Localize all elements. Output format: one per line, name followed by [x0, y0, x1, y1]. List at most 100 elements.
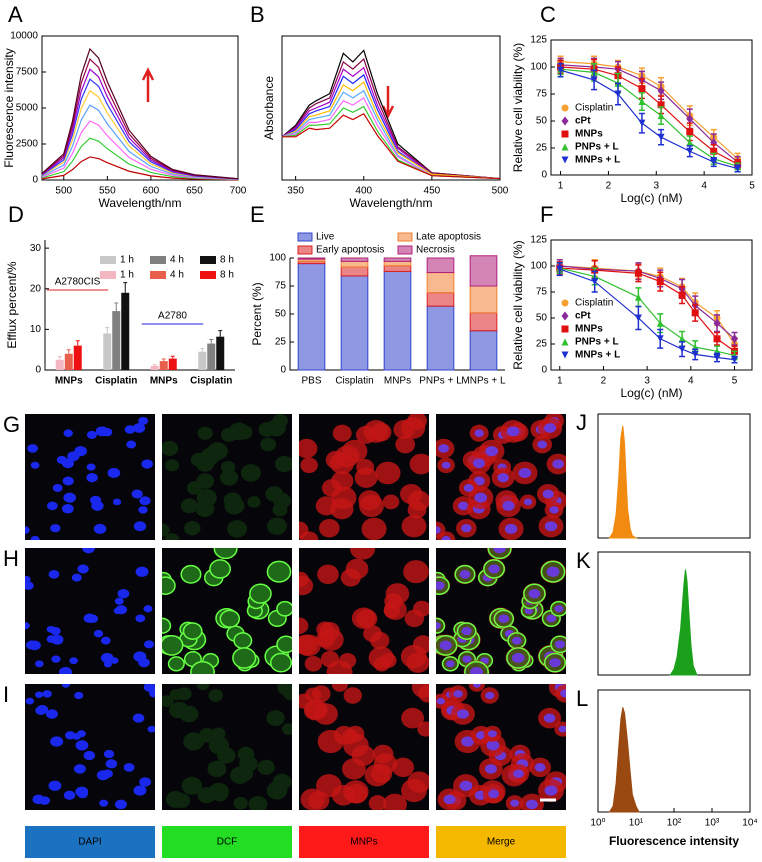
nucleus — [474, 429, 484, 438]
legend-label: cPt — [575, 116, 591, 127]
nucleus — [458, 501, 469, 511]
nucleus — [86, 463, 96, 471]
nucleus — [486, 740, 500, 751]
x-tick-label: 400 — [355, 186, 372, 197]
error-bar — [105, 326, 110, 334]
panel-letter: L — [576, 686, 588, 711]
legend-label: MNPs — [575, 129, 603, 140]
marker — [686, 114, 694, 124]
marker — [591, 278, 599, 286]
cell — [330, 452, 354, 475]
bar-segment — [426, 272, 455, 294]
nucleus — [456, 709, 469, 719]
nucleus — [549, 658, 561, 668]
cell — [162, 576, 176, 595]
nucleus — [443, 794, 456, 805]
y-tick-label: 25 — [275, 337, 287, 348]
cell — [207, 442, 228, 461]
bar-segment — [297, 257, 326, 260]
cell — [165, 790, 186, 808]
cell — [401, 707, 425, 729]
nucleus — [114, 597, 124, 605]
nucleus — [74, 764, 86, 774]
nucleus — [74, 691, 84, 700]
bar — [150, 365, 159, 370]
cell — [282, 723, 292, 735]
marker — [657, 133, 665, 141]
marker — [614, 90, 622, 98]
cell — [219, 469, 239, 486]
nucleus — [549, 506, 559, 514]
x-axis-label: Fluorescence intensity — [609, 834, 739, 848]
cell — [233, 632, 253, 650]
spectrum-line — [281, 97, 501, 180]
bar — [121, 292, 130, 370]
nucleus — [546, 614, 557, 623]
y-tick-label: 125 — [530, 235, 547, 246]
marker — [657, 112, 665, 120]
error-bar — [209, 339, 214, 344]
panel-letter: J — [576, 410, 587, 435]
nucleus — [436, 697, 446, 705]
nucleus — [35, 660, 44, 668]
bar-segment — [383, 270, 412, 371]
nucleus — [76, 730, 86, 738]
plot-frame — [550, 239, 753, 371]
nucleus — [523, 498, 533, 506]
nucleus — [27, 444, 39, 453]
nucleus — [47, 501, 58, 511]
cell — [395, 435, 416, 454]
nucleus — [542, 489, 554, 499]
marker — [561, 116, 569, 126]
y-tick-label: 0 — [35, 365, 41, 376]
marker — [678, 291, 686, 299]
cell — [196, 488, 217, 507]
cell — [382, 494, 400, 510]
nucleus — [112, 498, 122, 506]
y-axis-label: Fluorescence intensity — [2, 48, 16, 167]
nucleus — [537, 440, 548, 449]
nucleus — [91, 500, 104, 511]
fit-line — [559, 267, 735, 352]
cell — [407, 501, 427, 519]
nucleus — [25, 581, 34, 590]
panel-letter: D — [8, 202, 24, 227]
cell — [207, 760, 227, 778]
nucleus — [141, 459, 153, 469]
marker — [656, 278, 664, 286]
nucleus — [135, 614, 146, 623]
y-tick-label: 0 — [280, 365, 286, 376]
x-tick-label: Cisplatin — [335, 376, 373, 387]
spectrum-line — [41, 104, 239, 180]
marker — [634, 293, 642, 301]
cell — [300, 457, 318, 474]
micrograph-content — [162, 684, 292, 810]
cell — [354, 467, 378, 488]
marker — [561, 130, 569, 138]
y-tick-label: 100 — [269, 253, 286, 264]
nucleus — [488, 564, 500, 574]
bar — [103, 333, 112, 370]
cell — [176, 687, 192, 701]
marker — [710, 158, 718, 166]
nucleus — [513, 769, 524, 778]
spectrum-line — [41, 47, 239, 180]
cell — [272, 503, 288, 517]
panel-letter: A — [8, 2, 23, 27]
marker — [638, 98, 646, 106]
nucleus — [30, 461, 40, 469]
nucleus — [132, 713, 145, 723]
nucleus — [50, 736, 64, 747]
nucleus — [52, 484, 63, 492]
cell — [300, 531, 319, 540]
bar-segment — [340, 275, 369, 371]
channel-label: DCF — [217, 837, 238, 848]
nucleus — [144, 640, 155, 649]
cell — [370, 764, 393, 784]
nucleus — [74, 446, 88, 457]
cell — [224, 497, 245, 515]
nucleus — [25, 575, 31, 583]
y-axis-label: Relative cell viability (%) — [511, 43, 525, 172]
y-tick-label: 7500 — [16, 67, 39, 78]
bar-segment — [340, 260, 369, 268]
